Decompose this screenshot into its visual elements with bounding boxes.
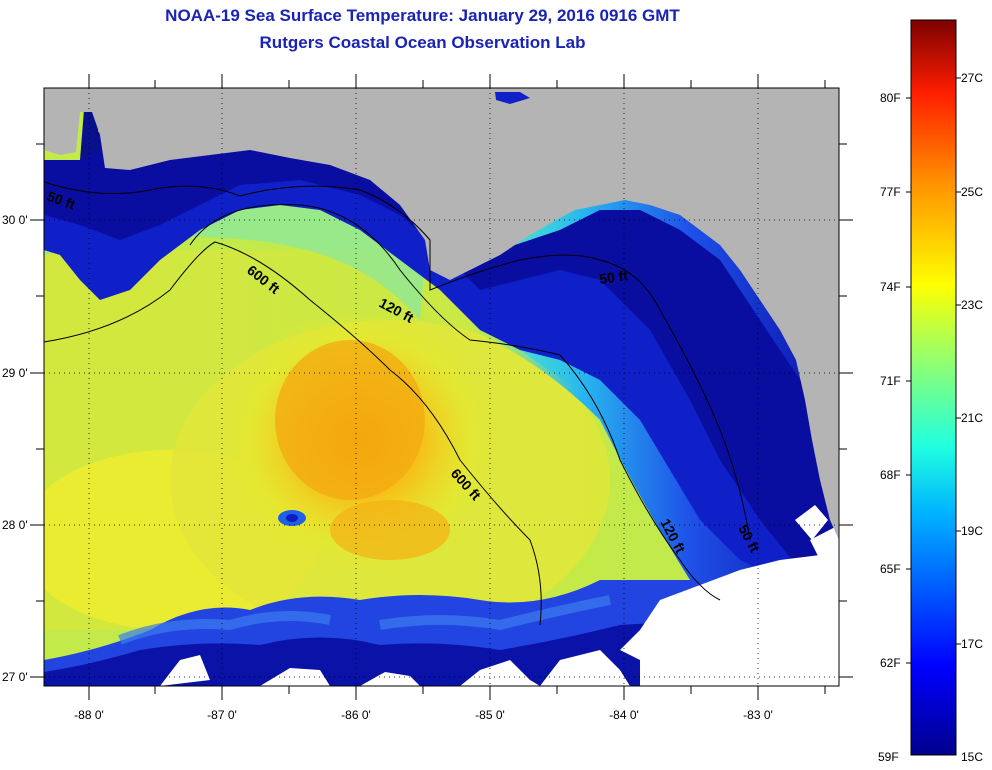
colorbar-f-label: 62F — [880, 656, 901, 670]
latitude-label: 30 0' — [2, 213, 28, 227]
bathymetry-contours — [43, 181, 751, 626]
colorbar-f-label: 77F — [880, 185, 901, 199]
latitude-label: 29 0' — [2, 366, 28, 380]
longitude-label: -83 0' — [743, 708, 773, 722]
contour-label: 50 ft — [598, 267, 629, 287]
colorbar-c-label: 17C — [961, 637, 983, 651]
colorbar-f-label: 71F — [880, 374, 901, 388]
map-title: NOAA-19 Sea Surface Temperature: January… — [165, 6, 680, 25]
map-subtitle: Rutgers Coastal Ocean Observation Lab — [259, 33, 586, 52]
colorbar-c-label: 27C — [961, 71, 983, 85]
longitude-label: -86 0' — [341, 708, 371, 722]
colorbar-c-label: 23C — [961, 298, 983, 312]
colorbar-f-label: 65F — [880, 562, 901, 576]
colorbar — [910, 19, 957, 756]
colorbar-f-label: 80F — [880, 91, 901, 105]
colorbar-f-label: 68F — [880, 468, 901, 482]
colorbar-f-label: 59F — [878, 750, 899, 764]
colorbar-c-label: 19C — [961, 524, 983, 538]
latitude-label: 28 0' — [2, 518, 28, 532]
longitude-label: -88 0' — [74, 708, 104, 722]
colorbar-c-label: 15C — [961, 750, 983, 764]
colorbar-c-label: 25C — [961, 185, 983, 199]
colorbar-c-label: 21C — [961, 411, 983, 425]
colorbar-f-label: 74F — [880, 280, 901, 294]
land-mass — [44, 88, 839, 540]
longitude-label: -85 0' — [475, 708, 505, 722]
longitude-label: -84 0' — [609, 708, 639, 722]
latitude-label: 27 0' — [2, 670, 28, 684]
map-frame — [43, 87, 840, 687]
longitude-label: -87 0' — [207, 708, 237, 722]
